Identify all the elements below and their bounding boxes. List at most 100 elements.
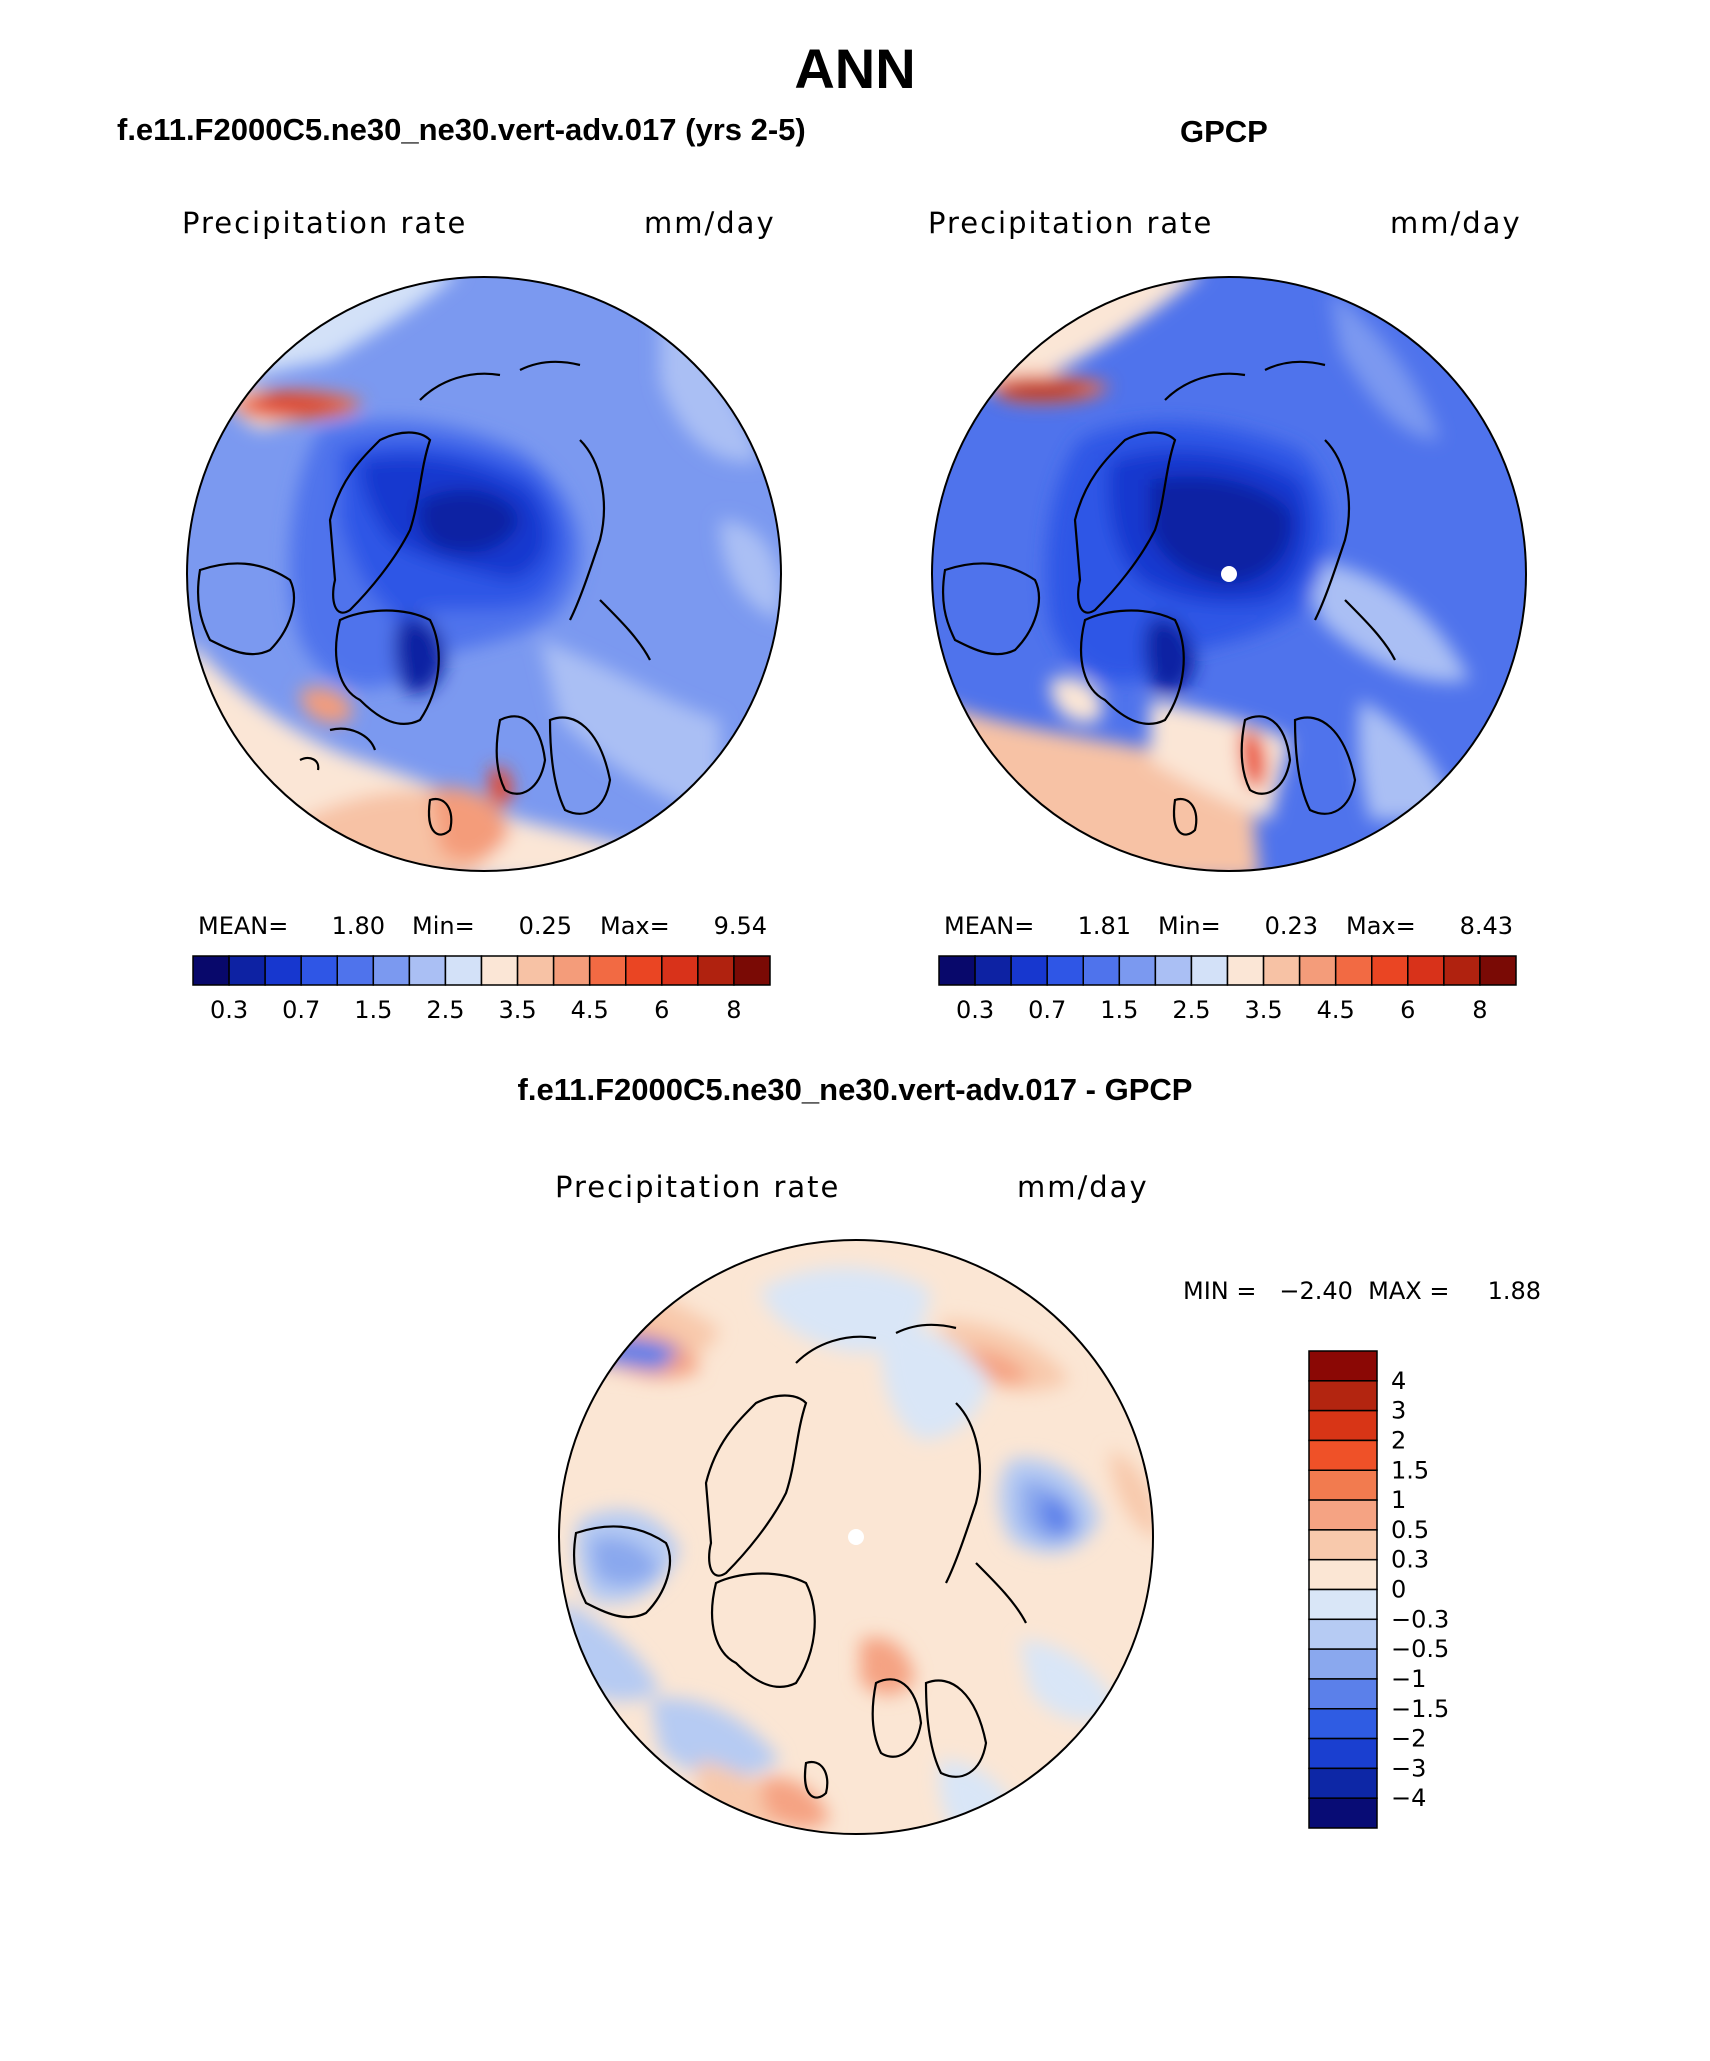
obs-colorbar-swatch (1226, 955, 1265, 986)
diff-map-border (558, 1239, 1154, 1835)
obs-colorbar-label: 8 (1472, 996, 1487, 1024)
diff-colorbar-swatch (1308, 1618, 1378, 1650)
obs-colorbar-label: 6 (1400, 996, 1415, 1024)
obs-colorbar-swatch (1334, 955, 1373, 986)
diff-min-max-line: MIN = −2.40 MAX = 1.88 (1183, 1277, 1541, 1305)
obs-colorbar-swatch (974, 955, 1012, 986)
model-colorbar-swatch (300, 955, 338, 986)
obs-map-border (931, 276, 1527, 872)
diff-colorbar-swatch (1308, 1767, 1378, 1799)
diff-colorbar-swatch (1308, 1350, 1378, 1382)
diff-colorbar-swatch (1308, 1409, 1378, 1442)
diff-pole-mask (848, 1529, 864, 1545)
obs-units-label: mm/day (1390, 206, 1522, 240)
model-colorbar-label: 0.3 (210, 996, 248, 1024)
model-colorbar-swatch (625, 955, 663, 986)
diff-units-label: mm/day (1017, 1170, 1149, 1204)
model-colorbar-swatch (552, 955, 591, 986)
obs-colorbar-label: 3.5 (1244, 996, 1282, 1024)
obs-colorbar-swatch (1443, 955, 1481, 986)
diff-colorbar-swatch (1308, 1380, 1378, 1412)
model-colorbar-swatch (661, 955, 699, 986)
diff-colorbar-label: −0.3 (1391, 1605, 1449, 1633)
diff-colorbar-label: −4 (1391, 1784, 1426, 1812)
main-title: ANN (794, 37, 916, 100)
diff-colorbar-label: 0 (1391, 1576, 1406, 1604)
diff-variable-label: Precipitation rate (555, 1170, 841, 1204)
model-colorbar-label: 8 (726, 996, 741, 1024)
diff-colorbar-swatch (1308, 1797, 1378, 1829)
model-coastlines (196, 360, 651, 836)
model-colorbar-swatch (264, 955, 302, 986)
model-colorbar-swatch (588, 955, 627, 986)
obs-panel-title: GPCP (1180, 114, 1268, 149)
diff-colorbar-swatch (1308, 1737, 1378, 1770)
model-max-label: Max= (600, 912, 670, 940)
obs-colorbar-label: 4.5 (1317, 996, 1355, 1024)
model-colorbar-swatch (733, 955, 771, 986)
diff-colorbar-label: 2 (1391, 1426, 1406, 1454)
diff-colorbar-label: 1.5 (1391, 1456, 1429, 1484)
diff-colorbar-swatch (1308, 1529, 1378, 1561)
diff-colorbar-label: −1 (1391, 1665, 1426, 1693)
model-colorbar-swatch (408, 955, 447, 986)
model-polar-map (186, 276, 782, 872)
model-colorbar-swatch (192, 955, 230, 986)
obs-coastlines (941, 360, 1396, 836)
model-mean-value: 1.80 (332, 912, 385, 940)
obs-colorbar-swatch (1371, 955, 1409, 986)
model-colorbar-label: 4.5 (571, 996, 609, 1024)
model-colorbar-swatch (228, 955, 266, 986)
diff-colorbar-swatch (1308, 1499, 1378, 1531)
diff-colorbar-swatch (1308, 1588, 1378, 1621)
model-stats-line: MEAN= 1.80 Min= 0.25 Max= 9.54 (198, 912, 767, 940)
obs-colorbar-label: 0.7 (1028, 996, 1066, 1024)
model-units-label: mm/day (644, 206, 776, 240)
diff-panel-title: f.e11.F2000C5.ne30_ne30.vert-adv.017 - G… (517, 1072, 1193, 1107)
obs-max-value: 8.43 (1460, 912, 1513, 940)
obs-pole-mask (1221, 566, 1237, 582)
diff-colorbar-label: 0.3 (1391, 1546, 1429, 1574)
diff-colorbar-swatch (1308, 1678, 1378, 1710)
diff-colorbar-swatch (1308, 1439, 1378, 1471)
obs-colorbar-swatch (1154, 955, 1193, 986)
diff-colorbar-swatch (1308, 1469, 1378, 1501)
obs-colorbar-swatch (1082, 955, 1121, 986)
obs-colorbar-swatch (1046, 955, 1084, 986)
obs-colorbar-swatch (1010, 955, 1048, 986)
obs-colorbar-swatch (1118, 955, 1157, 986)
diff-coastlines (572, 1323, 1027, 1799)
diff-colorbar-label: −0.5 (1391, 1635, 1449, 1663)
model-colorbar-label: 2.5 (426, 996, 464, 1024)
model-colorbar-swatch (480, 955, 519, 986)
model-colorbar-swatch (444, 955, 483, 986)
model-colorbar-label: 6 (654, 996, 669, 1024)
obs-mean-value: 1.81 (1078, 912, 1131, 940)
model-colorbar-swatch (372, 955, 411, 986)
model-colorbar-label: 1.5 (354, 996, 392, 1024)
model-colorbar: 0.3 0.7 1.5 2.5 3.5 4.5 6 8 (192, 955, 771, 1024)
obs-colorbar-swatch (1190, 955, 1229, 986)
diff-colorbar-swatch (1308, 1708, 1378, 1740)
obs-min-value: 0.23 (1265, 912, 1318, 940)
obs-colorbar-swatch (1479, 955, 1517, 986)
obs-min-label: Min= (1158, 912, 1221, 940)
diff-colorbar-label: 4 (1391, 1367, 1406, 1395)
model-colorbar-swatch (516, 955, 555, 986)
diff-colorbar-label: 3 (1391, 1397, 1406, 1425)
model-colorbar-label: 0.7 (282, 996, 320, 1024)
model-colorbar-label: 3.5 (498, 996, 536, 1024)
obs-colorbar-swatch (1407, 955, 1445, 986)
diff-colorbar-swatch (1308, 1648, 1378, 1680)
obs-colorbar-label: 1.5 (1100, 996, 1138, 1024)
model-map-border (186, 276, 782, 872)
obs-max-label: Max= (1346, 912, 1416, 940)
diff-colorbar-swatch (1308, 1558, 1378, 1591)
model-max-value: 9.54 (714, 912, 767, 940)
diff-colorbar-label: −1.5 (1391, 1695, 1449, 1723)
obs-variable-label: Precipitation rate (928, 206, 1214, 240)
diff-colorbar-label: −2 (1391, 1725, 1426, 1753)
model-mean-label: MEAN= (198, 912, 288, 940)
